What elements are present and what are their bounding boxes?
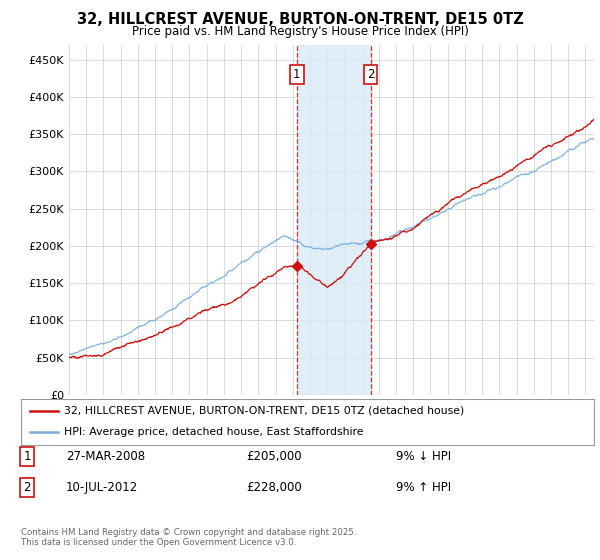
Bar: [297, 45, 371, 395]
Text: 9% ↑ HPI: 9% ↑ HPI: [396, 480, 451, 494]
Text: Contains HM Land Registry data © Crown copyright and database right 2025.
This d: Contains HM Land Registry data © Crown c…: [21, 528, 356, 547]
Text: 32, HILLCREST AVENUE, BURTON-ON-TRENT, DE15 0TZ (detached house): 32, HILLCREST AVENUE, BURTON-ON-TRENT, D…: [64, 406, 464, 416]
Text: HPI: Average price, detached house, East Staffordshire: HPI: Average price, detached house, East…: [64, 427, 364, 437]
Text: 1: 1: [23, 450, 31, 463]
Text: £205,000: £205,000: [246, 450, 302, 463]
Text: 1: 1: [293, 68, 301, 81]
Text: 27-MAR-2008: 27-MAR-2008: [66, 450, 145, 463]
Text: 10-JUL-2012: 10-JUL-2012: [66, 480, 138, 494]
Text: 2: 2: [23, 480, 31, 494]
Text: £228,000: £228,000: [246, 480, 302, 494]
Text: 2: 2: [367, 68, 374, 81]
Text: 9% ↓ HPI: 9% ↓ HPI: [396, 450, 451, 463]
Text: Price paid vs. HM Land Registry's House Price Index (HPI): Price paid vs. HM Land Registry's House …: [131, 25, 469, 38]
Text: 32, HILLCREST AVENUE, BURTON-ON-TRENT, DE15 0TZ: 32, HILLCREST AVENUE, BURTON-ON-TRENT, D…: [77, 12, 523, 27]
